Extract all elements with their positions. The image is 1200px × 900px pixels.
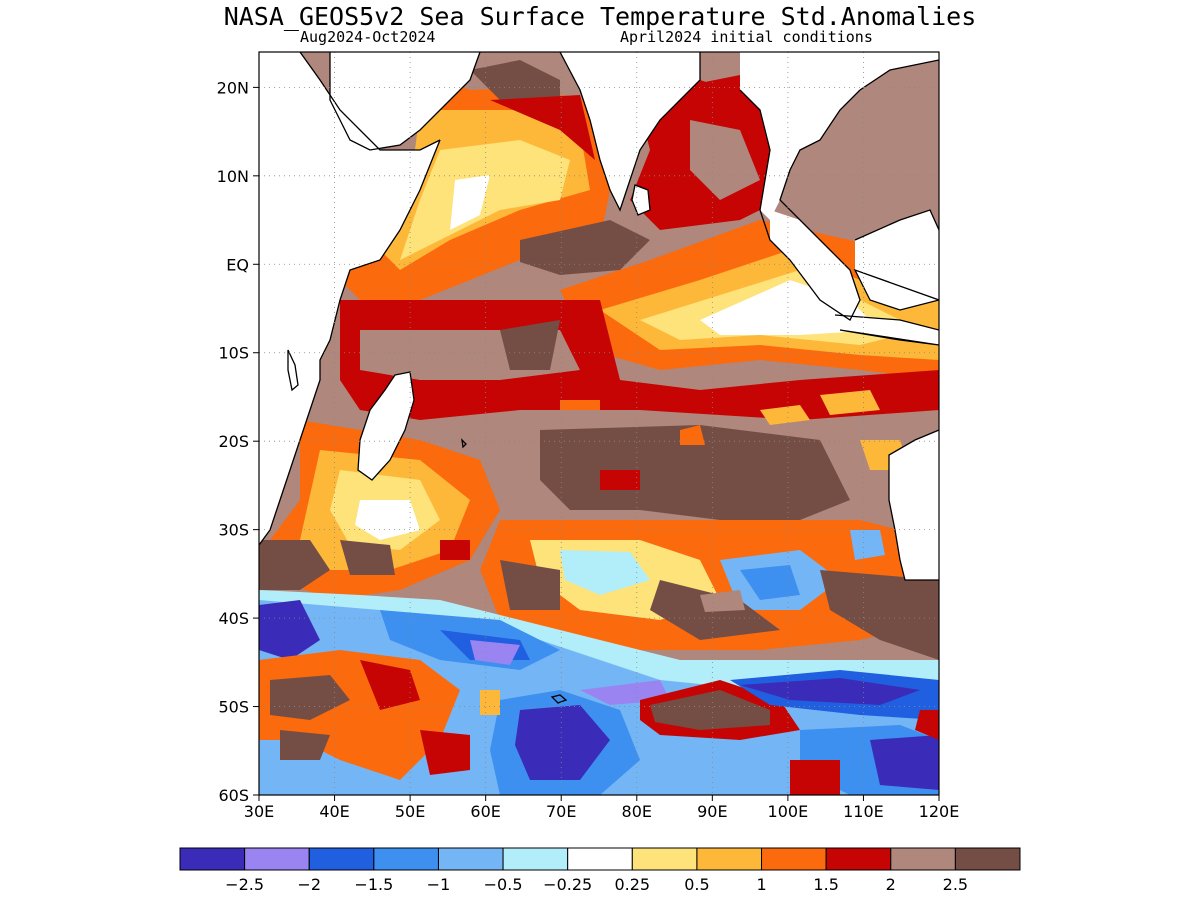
lat-tick-label: 40S [218, 609, 249, 628]
colorbar-label: 2.5 [943, 875, 968, 894]
colorbar-label: −1 [427, 875, 451, 894]
lat-tick-label: 10N [217, 167, 249, 186]
lon-tick-label: 60E [470, 802, 500, 821]
lat-tick-label: 60S [218, 786, 249, 805]
colorbar-label: −0.5 [484, 875, 523, 894]
colorbar-label: 2 [886, 875, 896, 894]
gridlines [259, 52, 939, 795]
colorbar-swatch [761, 847, 827, 871]
lat-tick-label: 30S [218, 521, 249, 540]
colorbar-label: 1 [756, 875, 766, 894]
lon-tick-label: 30E [244, 802, 274, 821]
latitude-axis: 20N 10N EQ 10S 20S 30S 40S 50S 60S [217, 78, 259, 805]
colorbar-label: −1.5 [354, 875, 393, 894]
colorbar-swatch [954, 847, 1021, 871]
lat-tick-label: 50S [218, 698, 249, 717]
colorbar: −2.5 −2 −1.5 −1 −0.5 −0.25 0.25 0.5 1 1.5 2 2.5 [179, 847, 1021, 894]
colorbar-swatch [890, 847, 956, 871]
lat-tick-label: 10S [218, 344, 249, 363]
coastlines [259, 52, 939, 704]
lon-tick-label: 110E [843, 802, 884, 821]
lon-tick-label: 90E [697, 802, 727, 821]
longitude-axis: 30E 40E 50E 60E 70E 80E 90E 100E 110E 120E [244, 795, 960, 821]
colorbar-swatch [825, 847, 892, 871]
colorbar-swatch [373, 847, 439, 871]
colorbar-label: 0.25 [614, 875, 650, 894]
lon-tick-label: 80E [622, 802, 652, 821]
lon-tick-label: 40E [319, 802, 349, 821]
colorbar-label: −2.5 [225, 875, 264, 894]
map-title: NASA_GEOS5v2 Sea Surface Temperature Std… [223, 2, 977, 31]
colorbar-swatch [696, 847, 763, 871]
colorbar-swatch [179, 847, 246, 871]
lon-tick-label: 120E [919, 802, 960, 821]
lon-tick-label: 70E [546, 802, 576, 821]
colorbar-label: −2 [297, 875, 321, 894]
colorbar-swatch [437, 847, 504, 871]
forecast-period: Aug2024-Oct2024 [300, 28, 436, 46]
colorbar-label: 0.5 [684, 875, 709, 894]
colorbar-swatch [502, 847, 569, 871]
colorbar-label: −0.25 [543, 875, 592, 894]
lon-tick-label: 50E [395, 802, 425, 821]
initial-conditions: April2024 initial conditions [620, 28, 873, 46]
map-frame [258, 51, 940, 796]
lon-tick-label: 100E [768, 802, 809, 821]
colorbar-swatch [631, 847, 698, 871]
lat-tick-label: EQ [226, 255, 249, 274]
colorbar-swatch [308, 847, 375, 871]
lat-tick-label: 20S [218, 432, 249, 451]
colorbar-swatch [244, 847, 310, 871]
lat-tick-label: 20N [217, 78, 249, 97]
anomaly-field [259, 52, 939, 795]
colorbar-label: 1.5 [813, 875, 838, 894]
colorbar-swatch [567, 847, 633, 871]
